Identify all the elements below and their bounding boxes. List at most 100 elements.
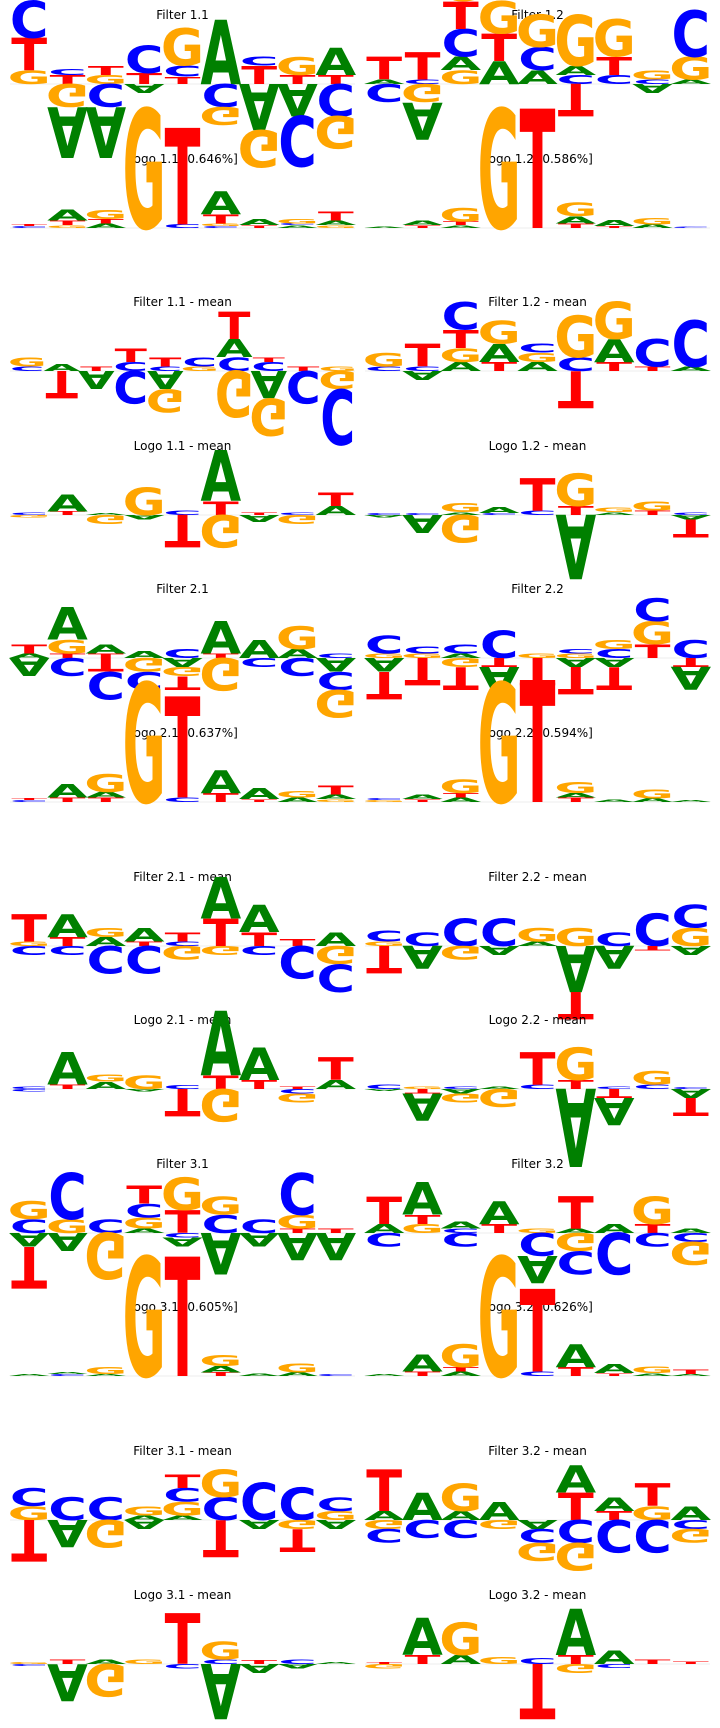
logo-letter-t: T bbox=[405, 338, 441, 374]
panel-title: Logo 3.2 [0.626%] bbox=[482, 1300, 593, 1315]
logo-panel: Filter 2.1 - mean G T C T A C A G C T A C C T G T A G T A C T C… bbox=[8, 864, 358, 1007]
logo-letter-g: G bbox=[554, 1227, 597, 1256]
logo-letter-a: A bbox=[239, 218, 280, 227]
panel-title: Logo 2.1 - mean bbox=[133, 1013, 232, 1028]
logo-letter-g: G bbox=[363, 1517, 406, 1532]
logo-letter-a: A bbox=[315, 1517, 356, 1532]
logo-letter-a: A bbox=[479, 56, 520, 92]
logo-letter-t: T bbox=[405, 798, 442, 802]
logo-letter-y: A bbox=[670, 1086, 711, 1101]
logo-letter-t: T bbox=[520, 1645, 556, 1728]
logo-letter-t: T bbox=[11, 906, 47, 950]
logo-letter-g: G bbox=[401, 78, 444, 107]
logo-letter-t: T bbox=[558, 1365, 594, 1380]
logo-panel: Logo 2.1 - mean C C T A A G G A C T T A G T A T C G A T bbox=[10, 995, 357, 1150]
logo-letter-g: G bbox=[516, 351, 559, 366]
logo-letter-t: T bbox=[405, 649, 441, 693]
logo-letter-t: T bbox=[443, 1366, 480, 1373]
logo-letter-c: C bbox=[278, 935, 317, 986]
logo-letter-a: A bbox=[315, 1224, 356, 1268]
logo-letter-t: T bbox=[635, 944, 672, 951]
logo-letter-a: A bbox=[239, 1517, 280, 1532]
logo-letter-c: C bbox=[87, 663, 126, 707]
logo-letter-t: T bbox=[558, 358, 594, 417]
logo-letter-a: A bbox=[47, 1651, 88, 1710]
logo-letter-c: C bbox=[633, 78, 672, 85]
logo-letter-a: A bbox=[85, 1080, 127, 1092]
logo-letter-g: G bbox=[401, 1222, 444, 1237]
logo-letter-a: A bbox=[440, 1370, 481, 1377]
logo-letter-g: G bbox=[8, 1196, 51, 1225]
logo-letter-a: A bbox=[85, 934, 126, 949]
logo-letter-a: A bbox=[555, 792, 596, 799]
logo-letter-c: C bbox=[633, 332, 672, 376]
logo-letter-c: C bbox=[278, 1088, 317, 1095]
logo-letter-t: T bbox=[596, 52, 632, 81]
logo-letter-t: T bbox=[405, 1652, 441, 1667]
logo-letter-c: C bbox=[202, 225, 241, 228]
logo-letter-c: C bbox=[48, 1374, 87, 1377]
logo-letter-a: A bbox=[440, 360, 481, 375]
logo-letter-t: T bbox=[558, 222, 595, 229]
logo-letter-g: G bbox=[123, 654, 166, 676]
logo-letter-c: C bbox=[595, 1509, 634, 1560]
logo-letter-a: A bbox=[555, 1227, 596, 1234]
logo-letter-c: C bbox=[672, 511, 711, 515]
logo-letter-a: A bbox=[315, 504, 356, 519]
logo-letter-t: T bbox=[165, 75, 201, 87]
logo-letter-t: T bbox=[203, 1507, 239, 1566]
logo-letter-a: A bbox=[479, 659, 520, 703]
logo-letter-c: C bbox=[442, 911, 481, 955]
logo-letter-c: C bbox=[595, 647, 634, 662]
logo-letter-g: G bbox=[478, 75, 521, 266]
logo-letter-c: C bbox=[403, 644, 442, 656]
logo-letter-g: G bbox=[669, 1524, 712, 1546]
logo-letter-t: T bbox=[165, 672, 201, 694]
logo-letter-a: A bbox=[670, 365, 711, 372]
logo-panel: Filter 3.2 - mean A T G C A C A G C A G A C G T A C G T A C G T… bbox=[363, 1438, 713, 1581]
panel-title: Logo 3.2 - mean bbox=[488, 1587, 587, 1602]
logo-letter-g: G bbox=[478, 1517, 521, 1532]
logo-letter-c: C bbox=[125, 666, 164, 695]
logo-letter-t: T bbox=[443, 660, 479, 696]
logo-letter-c: C bbox=[163, 509, 202, 516]
logo-letter-g: G bbox=[631, 616, 674, 652]
logo-letter-c: C bbox=[217, 354, 252, 376]
logo-letter-t: T bbox=[165, 1224, 201, 1415]
logo-letter-c: C bbox=[163, 223, 202, 229]
logo-letter-t: T bbox=[596, 660, 632, 696]
logo-letter-c: C bbox=[595, 1086, 634, 1090]
logo-letter-g: G bbox=[593, 10, 636, 69]
logo-letter-a: A bbox=[440, 652, 481, 659]
logo-letter-t: T bbox=[520, 470, 556, 521]
logo-letter-g: G bbox=[199, 101, 242, 130]
logo-letter-g: G bbox=[84, 1511, 127, 1555]
logo-letter-a: A bbox=[479, 1086, 520, 1090]
logo-letter-a: A bbox=[555, 1064, 596, 1188]
logo-letter-a: A bbox=[216, 334, 253, 363]
logo-letter-a: A bbox=[200, 995, 241, 1097]
logo-letter-a: A bbox=[162, 655, 203, 670]
logo-letter-t: T bbox=[443, 0, 479, 38]
logo-letter-t: T bbox=[673, 513, 709, 542]
logo-letter-t: T bbox=[203, 1072, 239, 1094]
logo-letter-t: T bbox=[481, 655, 517, 670]
logo-letter-c: C bbox=[518, 1225, 557, 1261]
logo-panel: Logo 3.1 - mean G C T A A G G T C C G A T A C A A bbox=[8, 1582, 357, 1728]
logo-letter-t: T bbox=[481, 26, 517, 70]
logo-letter-c: C bbox=[317, 1494, 356, 1516]
logo-letter-c: C bbox=[403, 365, 442, 372]
logo-letter-a: A bbox=[555, 64, 596, 79]
logo-letter-g: G bbox=[478, 1083, 521, 1112]
panel-title: Logo 1.1 - mean bbox=[133, 438, 232, 453]
logo-panel: Filter 3.1 C G A T G C A C G A G C T T G C A C G A C A T G C A T A bbox=[8, 1151, 357, 1300]
logo-letter-c: C bbox=[87, 76, 126, 112]
logo-letter-g: G bbox=[554, 922, 597, 951]
logo-letter-c: C bbox=[365, 365, 404, 372]
logo-letter-g: G bbox=[631, 787, 674, 802]
logo-panel: Logo 1.2 [0.586%] A T A A T G G T T A G T A A G C bbox=[364, 75, 710, 289]
panel-title: Logo 2.1 [0.637%] bbox=[127, 726, 238, 740]
logo-letter-g: G bbox=[276, 217, 319, 224]
